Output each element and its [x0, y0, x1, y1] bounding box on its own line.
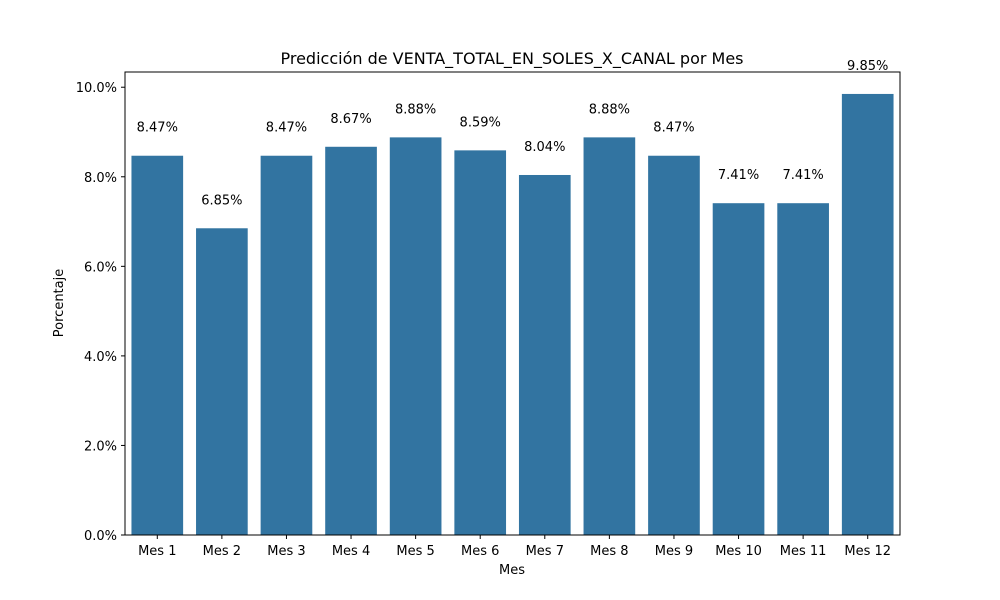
- bar-1: [131, 155, 184, 535]
- data-labels-layer: 8.47% 6.85% 8.47% 8.67% 8.88% 8.59% 8.04% 8.88%…: [137, 59, 889, 208]
- data-label-5: 8.88%: [395, 102, 436, 117]
- x-tick-label-3: Mes 3: [267, 544, 305, 559]
- y-tick-label-3: 6.0%: [84, 260, 117, 275]
- bar-7: [518, 174, 571, 535]
- bar-11: [777, 203, 829, 536]
- data-label-10: 7.41%: [718, 168, 759, 183]
- data-label-6: 8.59%: [460, 115, 501, 130]
- data-label-1: 8.47%: [137, 121, 178, 136]
- bar-9: [648, 155, 700, 535]
- x-tick-label-5: Mes 5: [396, 544, 434, 559]
- data-label-3: 8.47%: [266, 121, 307, 136]
- x-tick-label-12: Mes 12: [844, 544, 891, 559]
- bar-8: [583, 137, 636, 535]
- y-tick-label-1: 2.0%: [84, 439, 117, 454]
- y-axis-label: Porcentaje: [52, 269, 67, 337]
- x-tick-label-1: Mes 1: [138, 544, 176, 559]
- bar-5: [389, 137, 442, 535]
- y-tick-label-2: 4.0%: [84, 350, 117, 365]
- x-tick-label-7: Mes 7: [526, 544, 564, 559]
- plot-frame: [124, 71, 901, 536]
- y-axis: 0.0% 2.0% 4.0% 6.0% 8.0% 10.0%: [76, 81, 125, 544]
- chart-title: Predicción de VENTA_TOTAL_EN_SOLES_X_CAN…: [280, 49, 743, 69]
- bar-6: [454, 150, 507, 536]
- bar-12: [841, 93, 894, 535]
- x-tick-label-8: Mes 8: [590, 544, 628, 559]
- data-label-11: 7.41%: [782, 168, 823, 183]
- bar-2: [196, 228, 248, 536]
- data-label-12: 9.85%: [847, 59, 888, 74]
- y-tick-label-0: 0.0%: [84, 529, 117, 544]
- bar-3: [260, 155, 313, 535]
- x-tick-label-2: Mes 2: [203, 544, 241, 559]
- y-tick-label-5: 10.0%: [76, 81, 117, 96]
- data-label-7: 8.04%: [524, 140, 565, 155]
- x-tick-label-9: Mes 9: [655, 544, 693, 559]
- x-tick-label-10: Mes 10: [715, 544, 762, 559]
- bar-4: [325, 146, 377, 535]
- x-axis: Mes 1 Mes 2 Mes 3 Mes 4 Mes 5 Mes 6 Mes 7 Mes 8…: [138, 535, 891, 559]
- data-label-8: 8.88%: [589, 102, 630, 117]
- bar-10: [712, 203, 765, 536]
- x-axis-label: Mes: [499, 563, 525, 578]
- data-label-2: 6.85%: [201, 193, 242, 208]
- x-tick-label-11: Mes 11: [780, 544, 827, 559]
- data-label-9: 8.47%: [653, 121, 694, 136]
- data-label-4: 8.67%: [330, 112, 371, 127]
- x-tick-label-4: Mes 4: [332, 544, 370, 559]
- bars-layer: [131, 93, 894, 536]
- y-tick-label-4: 8.0%: [84, 171, 117, 186]
- x-tick-label-6: Mes 6: [461, 544, 499, 559]
